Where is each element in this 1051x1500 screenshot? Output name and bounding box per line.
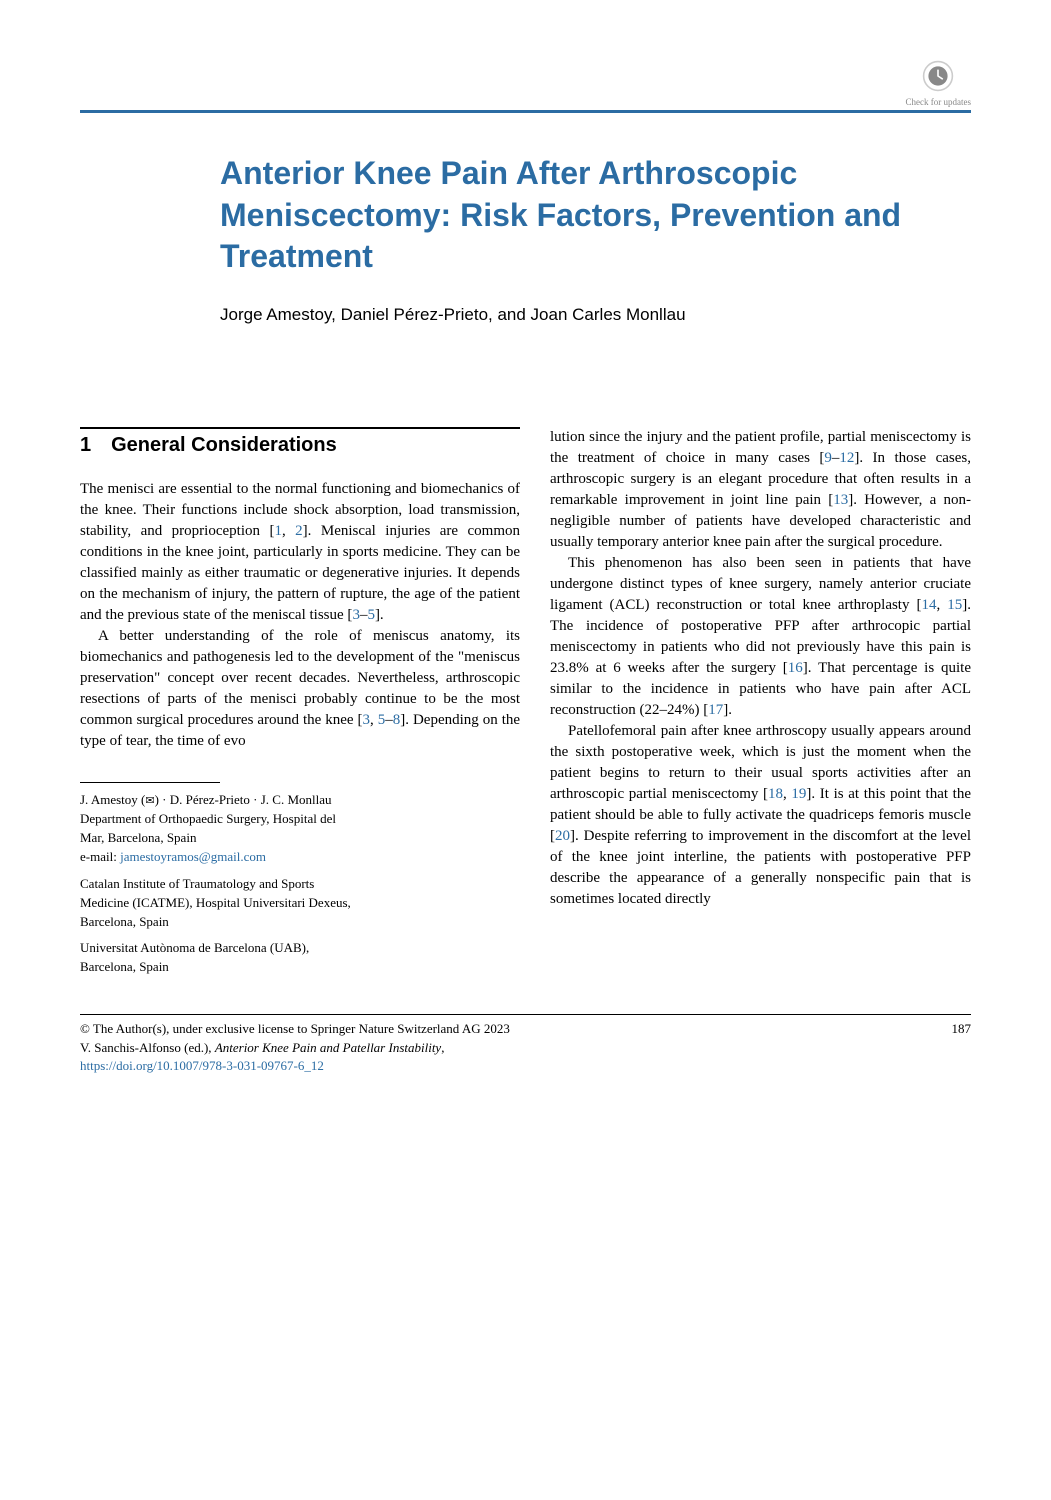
chapter-title: Anterior Knee Pain After Arthroscopic Me… (220, 153, 971, 278)
paragraph-2: A better understanding of the role of me… (80, 626, 520, 752)
ref-link-2[interactable]: 2 (295, 523, 303, 539)
paragraph-5: Patellofemoral pain after knee arthrosco… (550, 721, 971, 910)
section-header: 1 General Considerations (80, 431, 520, 459)
ref-link-1[interactable]: 1 (274, 523, 282, 539)
affiliation-2-line-1: Catalan Institute of Traumatology and Sp… (80, 875, 520, 893)
affiliation-3-line-2: Barcelona, Spain (80, 958, 520, 976)
check-updates-icon (922, 60, 954, 92)
envelope-icon: ✉ (145, 794, 154, 809)
paragraph-1: The menisci are essential to the normal … (80, 479, 520, 626)
ref-link-13[interactable]: 13 (833, 492, 848, 508)
header-divider (80, 110, 971, 113)
ref-link-16[interactable]: 16 (788, 660, 803, 676)
right-column: lution since the injury and the patient … (550, 427, 971, 985)
ref-link-3b[interactable]: 3 (363, 712, 371, 728)
left-column: 1 General Considerations The menisci are… (80, 427, 520, 985)
author-names: J. Amestoy (✉) · D. Pérez-Prieto · J. C.… (80, 791, 520, 809)
paragraph-3: lution since the injury and the patient … (550, 427, 971, 553)
footer-divider (80, 1014, 971, 1015)
check-updates-badge[interactable]: Check for updates (906, 60, 971, 108)
page-footer: © The Author(s), under exclusive license… (80, 1020, 971, 1075)
author-info-block-3: Universitat Autònoma de Barcelona (UAB),… (80, 939, 520, 976)
editor-line: V. Sanchis-Alfonso (ed.), Anterior Knee … (80, 1039, 912, 1057)
doi-link[interactable]: https://doi.org/10.1007/978-3-031-09767-… (80, 1058, 324, 1073)
ref-link-12[interactable]: 12 (839, 450, 854, 466)
ref-link-15[interactable]: 15 (947, 597, 962, 613)
page-number: 187 (912, 1020, 972, 1075)
section-divider (80, 427, 520, 429)
ref-link-20[interactable]: 20 (555, 828, 570, 844)
ref-link-5[interactable]: 5 (367, 607, 375, 623)
content-area: 1 General Considerations The menisci are… (80, 427, 971, 985)
ref-link-17[interactable]: 17 (708, 702, 723, 718)
section-number: 1 (80, 431, 91, 459)
copyright-line: © The Author(s), under exclusive license… (80, 1020, 912, 1038)
ref-link-18[interactable]: 18 (768, 786, 783, 802)
paragraph-4: This phenomenon has also been seen in pa… (550, 553, 971, 721)
ref-link-19[interactable]: 19 (791, 786, 806, 802)
email-link[interactable]: jamestoyramos@gmail.com (120, 849, 266, 864)
affiliation-2-line-3: Barcelona, Spain (80, 913, 520, 931)
footer-left: © The Author(s), under exclusive license… (80, 1020, 912, 1075)
ref-link-9[interactable]: 9 (824, 450, 832, 466)
section-title: General Considerations (111, 431, 337, 459)
book-title: Anterior Knee Pain and Patellar Instabil… (215, 1040, 441, 1055)
affiliation-1-line-1: Department of Orthopaedic Surgery, Hospi… (80, 810, 520, 828)
chapter-authors: Jorge Amestoy, Daniel Pérez-Prieto, and … (220, 303, 971, 327)
affiliation-3-line-1: Universitat Autònoma de Barcelona (UAB), (80, 939, 520, 957)
ref-link-3[interactable]: 3 (352, 607, 360, 623)
author-info-block-2: Catalan Institute of Traumatology and Sp… (80, 875, 520, 932)
ref-link-14[interactable]: 14 (922, 597, 937, 613)
check-updates-label: Check for updates (906, 96, 971, 109)
affiliation-2-line-2: Medicine (ICATME), Hospital Universitari… (80, 894, 520, 912)
author-info-block-1: J. Amestoy (✉) · D. Pérez-Prieto · J. C.… (80, 791, 520, 867)
affiliation-1-line-2: Mar, Barcelona, Spain (80, 829, 520, 847)
author-info-divider (80, 782, 220, 783)
author-email: e-mail: jamestoyramos@gmail.com (80, 848, 520, 866)
